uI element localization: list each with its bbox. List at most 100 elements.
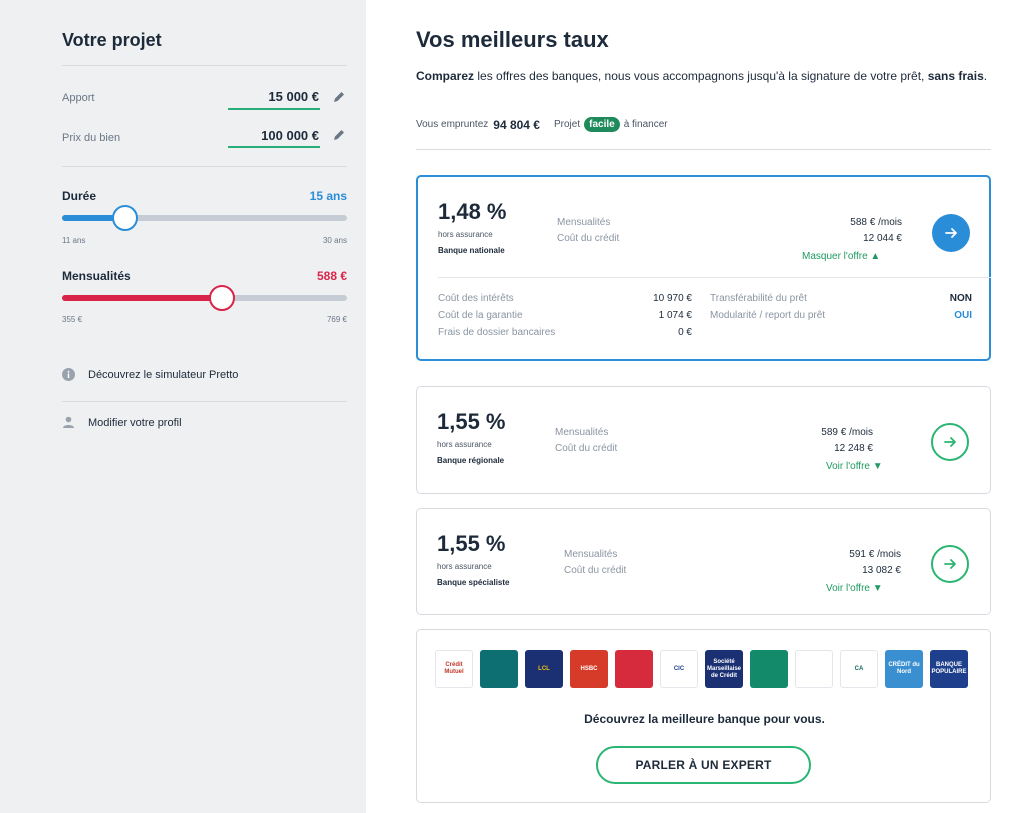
offer-card[interactable]: 1,55 % hors assurance Banque régionale M… [416,386,991,494]
bnp-paribas-logo [750,650,788,688]
transfer-value: NON [949,293,972,304]
offer-arrow-button[interactable] [931,545,969,583]
mensualites-value: 591 € /mois [849,549,901,560]
intro-text: Comparez les offres des banques, nous vo… [416,69,988,83]
pencil-icon[interactable] [332,90,346,104]
offer-bank: Banque régionale [437,456,505,465]
mensualites-slider-fill [62,295,222,301]
mensualites-value: 589 € /mois [821,427,873,438]
offer-rate: 1,55 % [437,531,506,556]
duree-slider[interactable] [62,205,347,231]
info-icon [62,368,75,381]
divider [438,277,991,278]
duree-max: 30 ans [322,236,347,245]
status-badge: facile [584,117,620,132]
offer-arrow-button[interactable] [932,214,970,252]
garantie-value: 1 074 € [658,310,692,321]
profile-link-label: Modifier votre profil [88,416,182,429]
borrow-suffix: à financer [623,119,668,130]
apport-value[interactable]: 15 000 € [268,89,319,104]
duree-slider-fill [62,215,125,221]
credit-agricole-red-logo [615,650,653,688]
transfer-label: Transférabilité du prêt [710,293,807,304]
banque-populaire-logo: BANQUE POPULAIRE [930,650,968,688]
banks-panel: Crédit Mutuel LCL HSBC CIC Société Marseilla… [416,629,991,803]
caisse-epargne-logo [480,650,518,688]
arrow-right-icon [944,559,956,569]
divider [62,401,347,402]
interets-label: Coût des intérêts [438,293,514,304]
prix-label: Prix du bien [62,132,121,144]
credit-du-nord-logo: CRÉDIT du Nord [885,650,923,688]
garantie-label: Coût de la garantie [438,310,523,321]
projet-label: Projet [553,119,581,130]
mensualites-value: 588 € [316,269,347,283]
user-icon [63,416,74,428]
offer-card[interactable]: 1,55 % hors assurance Banque spécialiste… [416,508,991,615]
mensualites-min: 355 € [62,315,83,324]
offer-rate: 1,55 % [437,409,506,434]
modul-label: Modularité / report du prêt [710,310,826,321]
sidebar: Votre projet Apport 15 000 € Prix du bie… [0,0,366,813]
mensualites-slider-handle[interactable] [208,285,235,311]
borrow-label: Vous empruntez [416,119,489,130]
duree-min: 11 ans [62,236,86,245]
borrow-amount: 94 804 € [493,117,540,132]
mensualites-label: Mensualités [557,217,611,228]
cout-label: Coût du crédit [557,233,620,244]
mensualites-value: 588 € /mois [850,217,902,228]
offer-card[interactable]: 1,48 % hors assurance Banque nationale M… [416,175,991,361]
cout-label: Coût du crédit [564,565,627,576]
offer-insurance-note: hors assurance [437,440,492,449]
offer-bank: Banque spécialiste [437,578,510,587]
mensualites-label: Mensualités [62,269,131,283]
bank-logos: Crédit Mutuel LCL HSBC CIC Société Marseilla… [435,650,968,688]
apport-label: Apport [62,92,95,104]
societe-marseillaise-logo: Société Marseillaise de Crédit [705,650,743,688]
credit-agricole-logo: CA [840,650,878,688]
profile-link[interactable]: Modifier votre profil [62,416,182,429]
banks-text: Découvrez la meilleure banque pour vous. [584,712,825,726]
arrow-right-icon [945,228,957,238]
apport-underline [228,108,320,110]
mensualites-slider[interactable] [62,285,347,311]
mensualites-label: Mensualités [564,549,618,560]
cout-value: 12 044 € [863,233,902,244]
societe-generale-logo [795,650,833,688]
borrow-summary: Vous empruntez 94 804 € Projet facile à … [416,117,668,132]
prix-value[interactable]: 100 000 € [261,128,319,143]
hide-offer-toggle[interactable]: Masquer l'offre ▲ [802,251,881,262]
mensualites-max: 769 € [326,315,347,324]
simulator-link[interactable]: Découvrez le simulateur Pretto [62,368,238,381]
modul-value: OUI [954,310,972,321]
offer-insurance-note: hors assurance [437,562,492,571]
page-title: Vos meilleurs taux [416,27,609,52]
sidebar-title: Votre projet [62,30,162,50]
cic-logo: CIC [660,650,698,688]
interets-value: 10 970 € [653,293,692,304]
offer-arrow-button[interactable] [931,423,969,461]
prix-underline [228,146,320,148]
lcl-logo: LCL [525,650,563,688]
offer-bank: Banque nationale [438,246,505,255]
hsbc-logo: HSBC [570,650,608,688]
cout-value: 13 082 € [862,565,901,576]
pencil-icon[interactable] [332,128,346,142]
divider [62,166,347,167]
cout-value: 12 248 € [834,443,873,454]
show-offer-toggle[interactable]: Voir l'offre ▼ [826,461,883,472]
offer-rate: 1,48 % [438,199,507,224]
arrow-right-icon [944,437,956,447]
talk-to-expert-button[interactable]: PARLER À UN EXPERT [596,746,811,784]
simulator-link-label: Découvrez le simulateur Pretto [88,368,239,381]
cout-label: Coût du crédit [555,443,618,454]
show-offer-toggle[interactable]: Voir l'offre ▼ [826,583,883,594]
mensualites-label: Mensualités [555,427,609,438]
duree-slider-handle[interactable] [111,205,138,231]
divider [62,65,347,66]
dossier-label: Frais de dossier bancaires [438,327,556,338]
offer-insurance-note: hors assurance [438,230,493,239]
dossier-value: 0 € [678,327,692,338]
divider [416,149,991,150]
duree-label: Durée [62,189,97,203]
